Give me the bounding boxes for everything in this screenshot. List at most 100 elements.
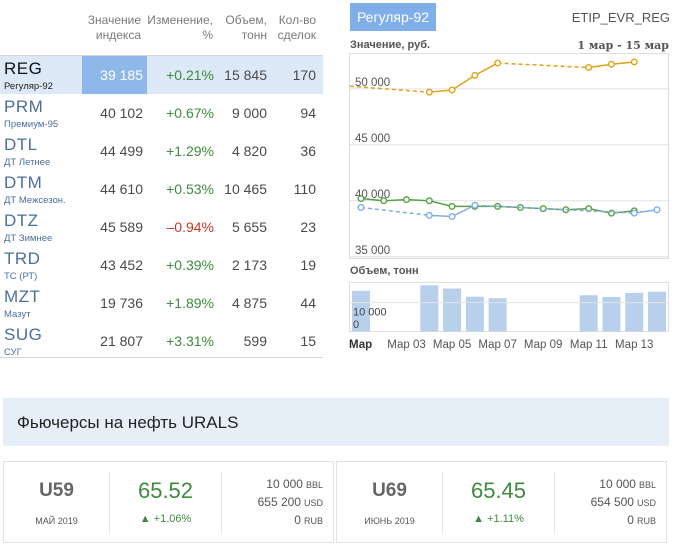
futures-change: ▲ +1.06% (139, 513, 192, 525)
series-point (380, 197, 388, 205)
card-divider (221, 472, 222, 534)
vol-bbl-unit: BBL (638, 480, 656, 490)
row-name: ДТ Межсезон. (4, 195, 66, 206)
header-volume-line1: Объем, (225, 13, 267, 27)
volume-bar (352, 290, 370, 332)
futures-card-u59[interactable]: U59 МАЙ 2019 65.52 ▲ +1.06% 10 000 BBL 65… (3, 461, 334, 543)
row-change: +1.89% (166, 295, 214, 311)
row-change: +0.21% (166, 67, 214, 83)
x-tick-label: Мар 07 (478, 339, 517, 351)
y-tick-label: 35 000 (355, 245, 390, 257)
series-point (630, 209, 638, 217)
header-change-line2: % (202, 28, 213, 42)
row-deals: 23 (300, 219, 316, 235)
series-point (494, 59, 502, 67)
series-point (448, 212, 456, 220)
futures-volume-rub: 0 RUB (294, 513, 323, 527)
futures-title: Фьючерсы на нефть URALS (17, 413, 239, 432)
series-segment (474, 62, 498, 77)
row-deals: 36 (300, 143, 316, 159)
table-row-prm[interactable]: PRM Премиум-95 40 102 +0.67% 9 000 94 (0, 94, 323, 132)
volume-bar (625, 292, 644, 332)
volume-chart: 010 000 (349, 282, 669, 332)
row-name: Мазут (4, 309, 31, 320)
series-segment (360, 206, 430, 217)
series-point (448, 202, 456, 210)
vol-bbl-value: 10 000 (266, 477, 303, 491)
futures-price: 65.52 (137, 478, 194, 503)
header-index: Значение индекса (88, 13, 141, 43)
futures-volume-usd: 654 500 USD (591, 495, 656, 509)
series-segment (474, 204, 635, 214)
row-volume: 9 000 (231, 105, 267, 121)
price-chart-frame (349, 53, 669, 259)
row-ticker: TRD (4, 249, 41, 268)
series-segment (429, 214, 453, 218)
series-segment (611, 61, 635, 65)
table-bottom-border (0, 357, 323, 358)
row-change: +0.67% (166, 105, 214, 121)
futures-month: ИЮНЬ 2019 (364, 516, 415, 526)
table-row-sug[interactable]: SUG СУГ 21 807 +3.31% 599 15 (0, 322, 323, 360)
index-table: Значение индекса Изменение, % Объем, тон… (0, 0, 323, 358)
futures-card-u69[interactable]: U69 ИЮНЬ 2019 65.45 ▲ +1.11% 10 000 BBL 6… (336, 461, 667, 543)
series-segment (451, 204, 476, 218)
row-index-value: 45 589 (100, 219, 143, 235)
row-index-value: 44 610 (100, 181, 143, 197)
futures-volume-rub: 0 RUB (627, 513, 656, 527)
row-index-value: 40 102 (100, 105, 143, 121)
futures-ticker: U59 (39, 480, 74, 501)
row-deals: 15 (300, 333, 316, 349)
table-row-dtz[interactable]: DTZ ДТ Зимнее 45 589 –0.94% 5 655 23 (0, 208, 323, 246)
vol-usd-unit: USD (303, 498, 323, 508)
futures-volume-bbl: 10 000 BBL (266, 477, 323, 491)
volume-y-tick-label: 10 000 (353, 307, 387, 319)
volume-bar (579, 295, 598, 332)
series-point (425, 211, 433, 219)
row-change: +0.39% (166, 257, 214, 273)
row-ticker: DTZ (4, 211, 39, 230)
header-change-line1: Изменение, (147, 13, 213, 27)
volume-bar (443, 288, 462, 332)
header-volume: Объем, тонн (225, 13, 267, 43)
row-name: ДТ Зимнее (4, 233, 53, 244)
row-volume: 15 845 (224, 67, 267, 83)
selected-index-badge[interactable]: Регуляр-92 (350, 3, 436, 31)
vol-usd-value: 655 200 (257, 495, 301, 509)
series-lead-segment (349, 85, 430, 93)
series-point (425, 197, 433, 205)
row-name: СУГ (4, 347, 22, 358)
series-segment (634, 208, 658, 214)
volume-chart-frame (349, 282, 669, 332)
series-segment (429, 200, 453, 208)
index-code: ETIP_EVR_REG (571, 10, 670, 25)
row-ticker: DTL (4, 135, 38, 154)
volume-bar (648, 291, 666, 332)
table-body: REG Регуляр-92 39 185 +0.21% 15 845 170 … (0, 56, 323, 360)
x-tick-label: Мар 11 (569, 339, 608, 351)
volume-bar (465, 296, 484, 332)
vol-rub-unit: RUB (636, 516, 656, 526)
row-name: Премиум-95 (4, 119, 59, 130)
row-name: ТС (РТ) (4, 271, 38, 282)
futures-change: ▲ +1.11% (473, 513, 524, 525)
volume-axis-label: Объем, тонн (350, 265, 419, 277)
y-tick-label: 45 000 (355, 133, 390, 145)
series-segment (406, 198, 430, 202)
vol-usd-unit: USD (636, 498, 656, 508)
row-ticker: SUG (4, 325, 43, 344)
table-row-reg[interactable]: REG Регуляр-92 39 185 +0.21% 15 845 170 (0, 56, 323, 94)
series-point (630, 58, 638, 66)
row-volume: 4 820 (231, 143, 267, 159)
table-row-dtm[interactable]: DTM ДТ Межсезон. 44 610 +0.53% 10 465 11… (0, 170, 323, 208)
vol-bbl-value: 10 000 (599, 477, 636, 491)
row-index-value: 19 736 (100, 295, 143, 311)
table-row-trd[interactable]: TRD ТС (РТ) 43 452 +0.39% 2 173 19 (0, 246, 323, 284)
row-ticker: DTM (4, 173, 43, 192)
table-row-mzt[interactable]: MZT Мазут 19 736 +1.89% 4 875 44 (0, 284, 323, 322)
table-row-dtl[interactable]: DTL ДТ Летнее 44 499 +1.29% 4 820 36 (0, 132, 323, 170)
value-axis-label: Значение, руб. (350, 39, 431, 51)
vol-rub-value: 0 (627, 513, 634, 527)
volume-y-tick-label: 0 (353, 319, 359, 331)
row-change: –0.94% (166, 219, 214, 235)
